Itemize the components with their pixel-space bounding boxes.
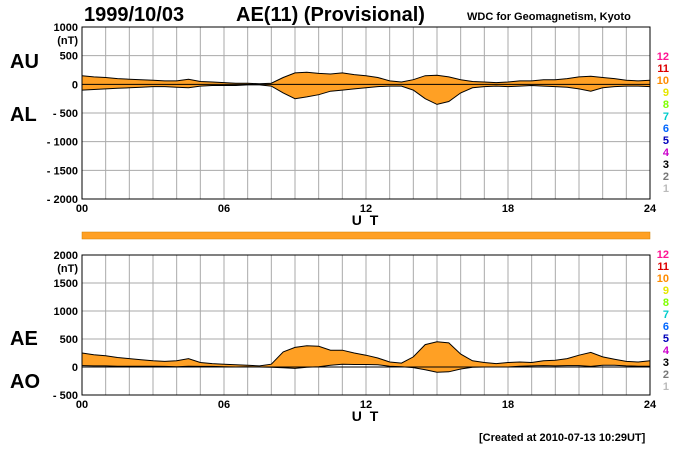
station-count-label: 1: [663, 381, 669, 393]
created-timestamp: [Created at 2010-07-13 10:29UT]: [479, 432, 646, 444]
station-count-label: 10: [657, 75, 669, 87]
y-tick-label: 0: [72, 362, 78, 374]
y-tick-label: - 500: [53, 108, 78, 120]
station-count-label: 1: [663, 183, 669, 195]
y-tick-label: 1000: [54, 22, 78, 34]
x-tick-label: 12: [360, 399, 372, 411]
station-count-label: 12: [657, 249, 669, 261]
y-tick-label: 500: [60, 51, 78, 63]
station-count-label: 2: [663, 171, 669, 183]
station-count-label: 5: [663, 135, 669, 147]
plot-frame: [81, 26, 651, 200]
x-tick-label: 18: [502, 399, 514, 411]
x-tick-label: 24: [644, 399, 657, 411]
station-count-label: 11: [657, 261, 669, 273]
station-count-label: 3: [663, 357, 669, 369]
series-line-al: [81, 84, 651, 105]
station-count-label: 3: [663, 159, 669, 171]
y-tick-label: 0: [72, 79, 78, 91]
station-count-label: 8: [663, 297, 669, 309]
station-count-label: 12: [657, 51, 669, 63]
x-tick-label: 24: [644, 203, 657, 215]
station-count-bar: [81, 231, 651, 240]
panel1-lower-label: AL: [10, 104, 37, 126]
x-tick-label: 00: [76, 399, 88, 411]
plot-frame: [81, 254, 651, 396]
x-axis-label: U T: [352, 408, 381, 424]
chart-source: WDC for Geomagnetism, Kyoto: [467, 11, 631, 23]
y-tick-label: 1500: [54, 278, 78, 290]
y-tick-label: - 500: [53, 390, 78, 402]
series-line-ae: [81, 341, 651, 367]
station-count-label: 9: [663, 285, 669, 297]
station-count-label: 7: [663, 111, 669, 123]
station-count-label: 5: [663, 333, 669, 345]
station-count-label: 8: [663, 99, 669, 111]
panel2-upper-label: AE: [10, 328, 38, 350]
chart-date: 1999/10/03: [84, 4, 185, 26]
station-count-label: 6: [663, 321, 669, 333]
station-count-label: 10: [657, 273, 669, 285]
station-count-label: 9: [663, 87, 669, 99]
y-tick-label: 500: [60, 334, 78, 346]
chart-title: AE(11) (Provisional): [236, 4, 425, 26]
series-band-fill: [82, 72, 650, 105]
y-tick-label: - 1500: [47, 165, 78, 177]
x-tick-label: 18: [502, 203, 514, 215]
series-line-au: [81, 71, 651, 85]
y-tick-label: - 1000: [47, 137, 78, 149]
y-tick-label: 1000: [54, 306, 78, 318]
station-count-label: 2: [663, 369, 669, 381]
y-tick-label: 2000: [54, 250, 78, 262]
station-count-label: 6: [663, 123, 669, 135]
station-count-label: 11: [657, 63, 669, 75]
y-unit-label: (nT): [57, 35, 78, 47]
x-tick-label: 06: [218, 203, 230, 215]
panel1-upper-label: AU: [10, 51, 39, 73]
x-axis-label: U T: [352, 212, 381, 228]
x-tick-label: 06: [218, 399, 230, 411]
station-count-label: 7: [663, 309, 669, 321]
x-tick-label: 00: [76, 203, 88, 215]
y-unit-label: (nT): [57, 263, 78, 275]
y-tick-label: - 2000: [47, 194, 78, 206]
station-count-label: 4: [663, 147, 670, 159]
station-count-label: 4: [663, 345, 670, 357]
panel2-lower-label: AO: [10, 371, 40, 393]
x-tick-label: 12: [360, 203, 372, 215]
